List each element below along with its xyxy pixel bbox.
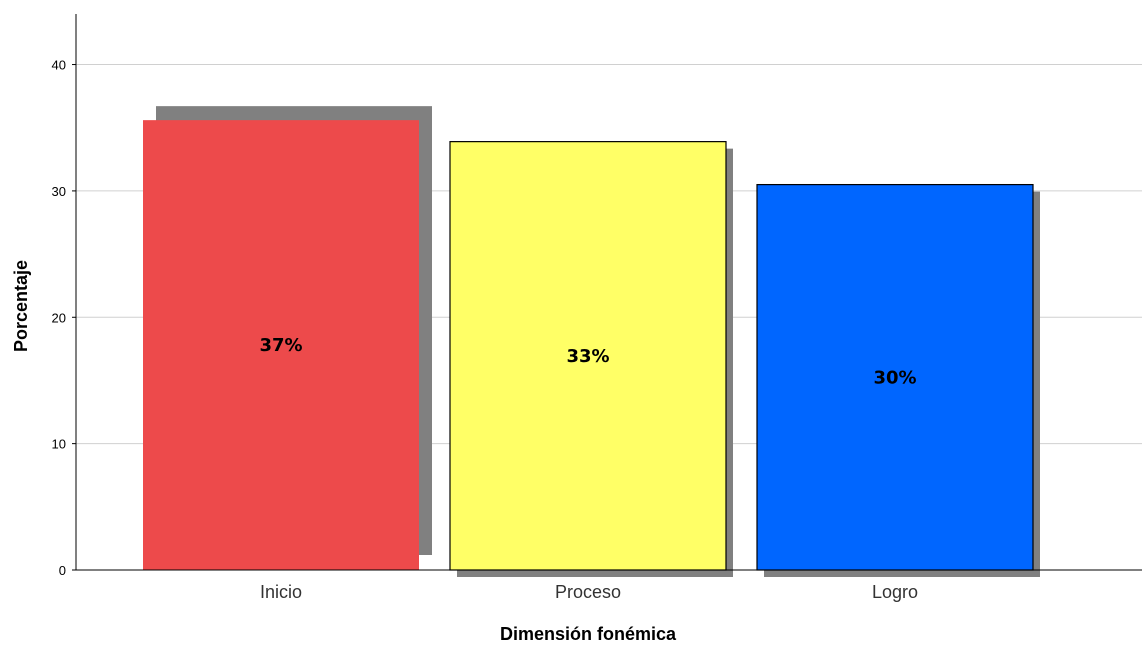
bar xyxy=(449,141,727,571)
y-tick-label: 30 xyxy=(52,184,66,199)
data-label: 30% xyxy=(873,367,916,388)
y-tick-label: 40 xyxy=(52,58,66,73)
category-labels: Inicio Proceso Logro xyxy=(260,582,918,602)
y-tick-label: 20 xyxy=(52,310,66,325)
data-labels: 37% 33% 30% xyxy=(259,335,916,388)
bar xyxy=(143,120,419,571)
y-tick-labels: 0 10 20 30 40 xyxy=(52,58,66,578)
data-label: 33% xyxy=(566,346,609,367)
data-label: 37% xyxy=(259,335,302,356)
y-tick-label: 0 xyxy=(59,563,66,578)
axes xyxy=(72,14,1142,571)
x-axis-title: Dimensión fonémica xyxy=(500,624,677,644)
category-label: Logro xyxy=(872,582,918,602)
y-axis-title: Porcentaje xyxy=(11,260,31,352)
bars xyxy=(143,120,1034,571)
y-tick-label: 10 xyxy=(52,437,66,452)
category-label: Inicio xyxy=(260,582,302,602)
category-label: Proceso xyxy=(555,582,621,602)
